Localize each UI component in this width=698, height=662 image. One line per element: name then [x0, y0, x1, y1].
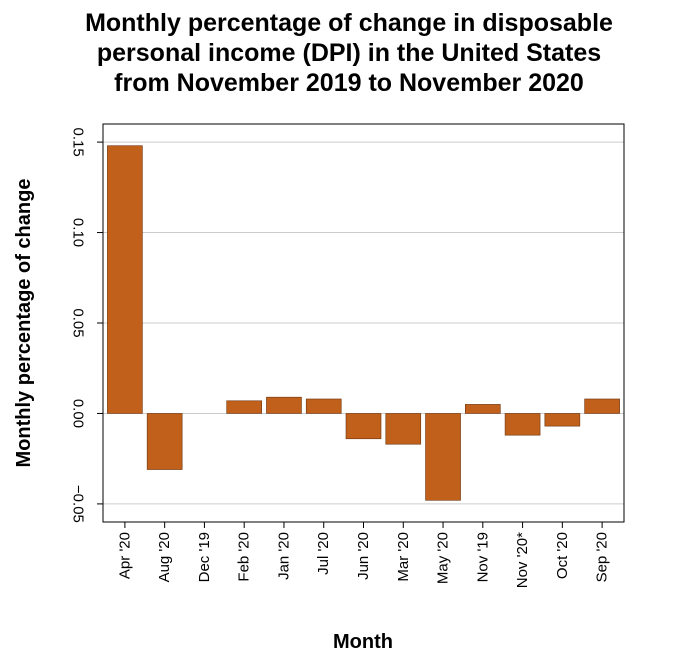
bar [385, 413, 422, 445]
x-tick-label: Nov '20* [514, 532, 531, 588]
bar [345, 413, 382, 440]
x-tick-label: Jul '20 [315, 532, 332, 575]
chart-title: Monthly percentage of change in disposab… [0, 8, 698, 98]
chart-title-line-1: Monthly percentage of change in disposab… [85, 9, 613, 37]
x-tick-label: Oct '20 [554, 532, 571, 579]
chart-title-line-3: from November 2019 to November 2020 [114, 69, 584, 97]
bar [544, 413, 581, 427]
y-tick-label: 0.15 [70, 127, 87, 156]
y-tick-label: −0.05 [70, 485, 87, 523]
x-tick-label: Jun '20 [355, 532, 372, 580]
bar [465, 404, 501, 414]
y-axis-title: Monthly percentage of change [13, 179, 35, 468]
y-tick-label: 0.00 [70, 399, 87, 428]
chart-title-line-2: personal income (DPI) in the United Stat… [96, 39, 602, 67]
y-axis-ticks: −0.05 0.00 0.05 0.10 0.15 [70, 127, 103, 523]
bar [107, 145, 143, 414]
grid-lines [103, 141, 624, 505]
bar [504, 413, 541, 436]
bar [584, 398, 620, 414]
x-tick-label: Nov '19 [474, 532, 491, 582]
x-tick-label: Mar '20 [395, 532, 412, 582]
x-tick-label: Feb '20 [236, 532, 253, 582]
y-tick-label: 0.05 [70, 308, 87, 337]
x-axis-ticks: Apr '20 Aug '20 Dec '19 Feb '20 Jan '20 Jul '… [116, 522, 611, 588]
x-tick-label: Apr '20 [116, 532, 133, 579]
bar [266, 396, 302, 414]
bar [305, 398, 342, 414]
x-tick-label: May '20 [435, 532, 452, 584]
bar [425, 413, 461, 501]
bars [107, 145, 620, 501]
x-tick-label: Sep '20 [594, 532, 611, 582]
bar [226, 400, 262, 414]
x-tick-label: Dec '19 [196, 532, 213, 582]
x-tick-label: Aug '20 [156, 532, 173, 582]
y-tick-label: 0.10 [70, 218, 87, 247]
bar [146, 413, 183, 470]
x-axis-title: Month [333, 631, 393, 653]
x-tick-label: Jan '20 [275, 532, 292, 580]
